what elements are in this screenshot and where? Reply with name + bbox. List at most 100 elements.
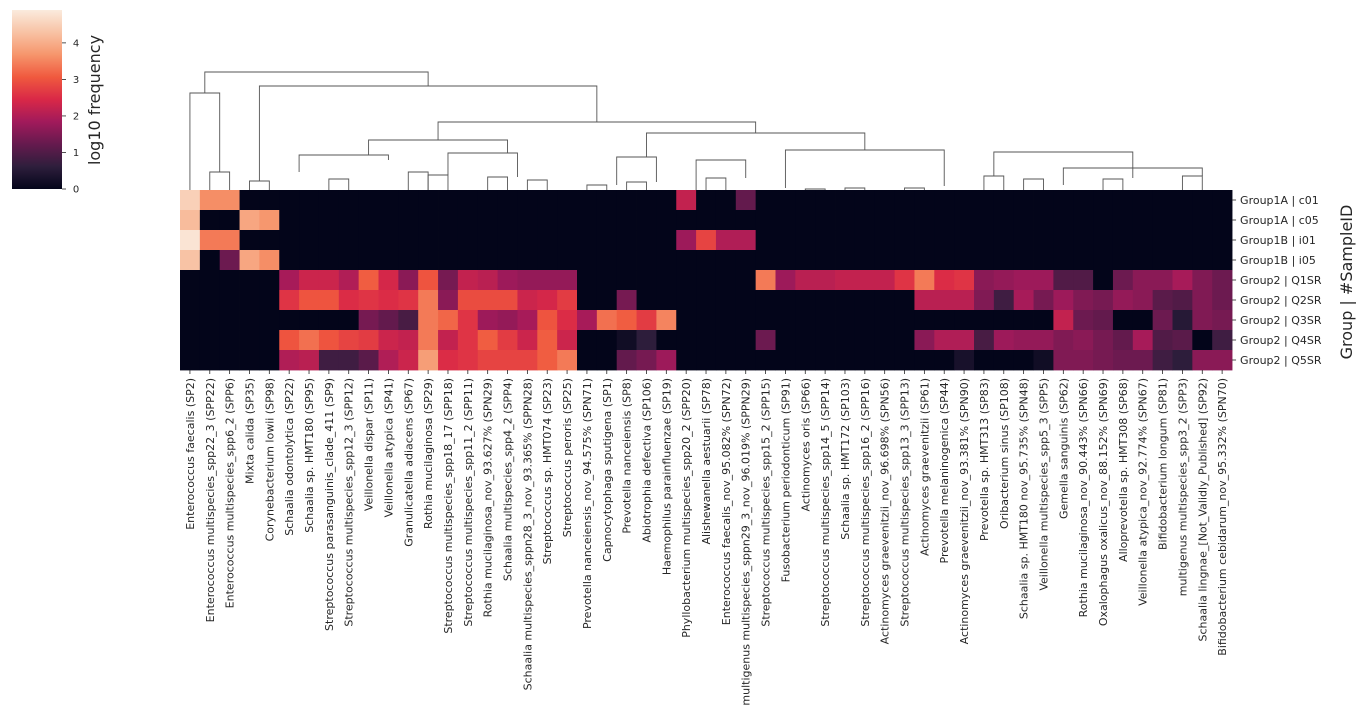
heatmap-cell <box>854 250 876 271</box>
column-label: Schaalia sp. HMT172 (SP103) <box>839 378 852 540</box>
heatmap-cell <box>993 250 1015 271</box>
heatmap-cell <box>735 250 757 271</box>
heatmap-cell <box>696 190 717 211</box>
column-label: Streptococcus multispecies_spp11_2 (SPP1… <box>462 378 475 627</box>
heatmap-cell <box>795 310 816 331</box>
heatmap-cell <box>557 230 578 251</box>
heatmap-cell <box>279 330 300 351</box>
heatmap-cell <box>438 350 459 371</box>
heatmap-cell <box>1093 270 1114 291</box>
heatmap-cell <box>974 330 995 351</box>
heatmap-cell <box>815 250 836 271</box>
heatmap-cell <box>299 310 320 331</box>
heatmap-cell <box>338 330 360 351</box>
row-label: Group2 | Q1SR <box>1240 274 1322 287</box>
column-label: Veillonella multispecies_spp5_3 (SPP5) <box>1038 378 1051 591</box>
heatmap-cell <box>735 230 757 251</box>
heatmap-cell <box>795 330 816 351</box>
column-label: Abiotrophia defectiva (SP106) <box>641 378 654 543</box>
heatmap-cell <box>358 290 379 311</box>
heatmap-cell <box>497 190 518 211</box>
heatmap-cell <box>755 230 776 251</box>
heatmap-cell <box>1132 210 1154 231</box>
heatmap-cell <box>259 330 280 351</box>
column-label: Prevotella melaninogenica (SP44) <box>938 378 951 563</box>
colorbar-tick-label: 1 <box>73 148 79 159</box>
heatmap-cell <box>974 310 995 331</box>
heatmap-cell <box>1212 330 1233 351</box>
heatmap-cell <box>1033 190 1054 211</box>
heatmap-cell <box>457 250 479 271</box>
column-label: Haemophilus parainfluenzae (SP19) <box>660 378 673 575</box>
heatmap-cell <box>1013 250 1034 271</box>
heatmap-cell <box>596 190 618 211</box>
heatmap-cell <box>199 270 221 291</box>
heatmap-cell <box>1192 250 1213 271</box>
heatmap-cell <box>656 350 677 371</box>
heatmap-cell <box>715 190 737 211</box>
heatmap-cell <box>1212 190 1233 211</box>
heatmap-cell <box>715 330 737 351</box>
dendrogram-link <box>804 188 826 190</box>
heatmap-cell <box>696 310 717 331</box>
heatmap-cell <box>378 270 399 291</box>
heatmap-cell <box>596 270 618 291</box>
heatmap-cell <box>815 310 836 331</box>
heatmap-cell <box>1073 290 1094 311</box>
heatmap-cell <box>715 350 737 371</box>
heatmap-cell <box>954 310 975 331</box>
heatmap-cell <box>934 230 955 251</box>
heatmap-cell <box>1013 290 1034 311</box>
heatmap-cell <box>1073 330 1094 351</box>
column-label: Actinomyces graevenitzii_nov_93.381% (SP… <box>958 378 971 644</box>
heatmap-cell <box>199 210 221 231</box>
heatmap-cell <box>477 330 498 351</box>
heatmap-cell <box>318 350 340 371</box>
heatmap-cell <box>438 290 459 311</box>
heatmap-cell <box>557 190 578 211</box>
column-label: Streptococcus peroris (SP25) <box>561 378 574 537</box>
heatmap-cell <box>636 350 657 371</box>
heatmap-cell <box>974 290 995 311</box>
heatmap-cell <box>398 290 419 311</box>
heatmap-cell <box>259 190 280 211</box>
heatmap-cell <box>418 330 439 351</box>
column-label: Actinomyces graevenitzii (SP61) <box>918 378 931 556</box>
heatmap-cell <box>795 290 816 311</box>
heatmap-cell <box>457 350 479 371</box>
heatmap-cell <box>934 270 955 291</box>
column-label: Streptococcus multispecies_spp12_3 (SPP1… <box>343 378 356 627</box>
heatmap-cell <box>517 330 538 351</box>
heatmap-cell <box>557 250 578 271</box>
heatmap-cell <box>1172 350 1193 371</box>
heatmap-cell <box>1192 350 1213 371</box>
heatmap-cell <box>378 330 399 351</box>
heatmap-cell <box>239 310 260 331</box>
heatmap-cell <box>199 290 221 311</box>
heatmap-cell <box>557 330 578 351</box>
heatmap-cell <box>180 190 201 211</box>
heatmap-cell <box>1172 230 1193 251</box>
heatmap-cell <box>1112 310 1134 331</box>
heatmap-cell <box>954 330 975 351</box>
column-label: Streptococcus sp. HMT074 (SP23) <box>541 378 554 564</box>
heatmap-cell <box>180 310 201 331</box>
heatmap-cell <box>577 210 598 231</box>
column-label: multigenus multispecies_sppn29_3_nov_96.… <box>740 378 753 706</box>
heatmap-cell <box>180 230 201 251</box>
heatmap-cell <box>180 250 201 271</box>
heatmap-cell <box>497 270 518 291</box>
heatmap-cell <box>418 210 439 231</box>
heatmap-cell <box>596 330 618 351</box>
heatmap-cell <box>1212 310 1233 331</box>
heatmap-cell <box>418 190 439 211</box>
heatmap-cell <box>398 190 419 211</box>
heatmap-cell <box>1112 270 1134 291</box>
column-labels: Enterococcus faecalis (SP2) Enterococcus … <box>184 370 1229 706</box>
heatmap-cell <box>358 210 379 231</box>
heatmap-cell <box>636 230 657 251</box>
heatmap-cell <box>418 230 439 251</box>
heatmap-cell <box>914 310 935 331</box>
heatmap-cell <box>378 290 399 311</box>
heatmap-cell <box>457 310 479 331</box>
